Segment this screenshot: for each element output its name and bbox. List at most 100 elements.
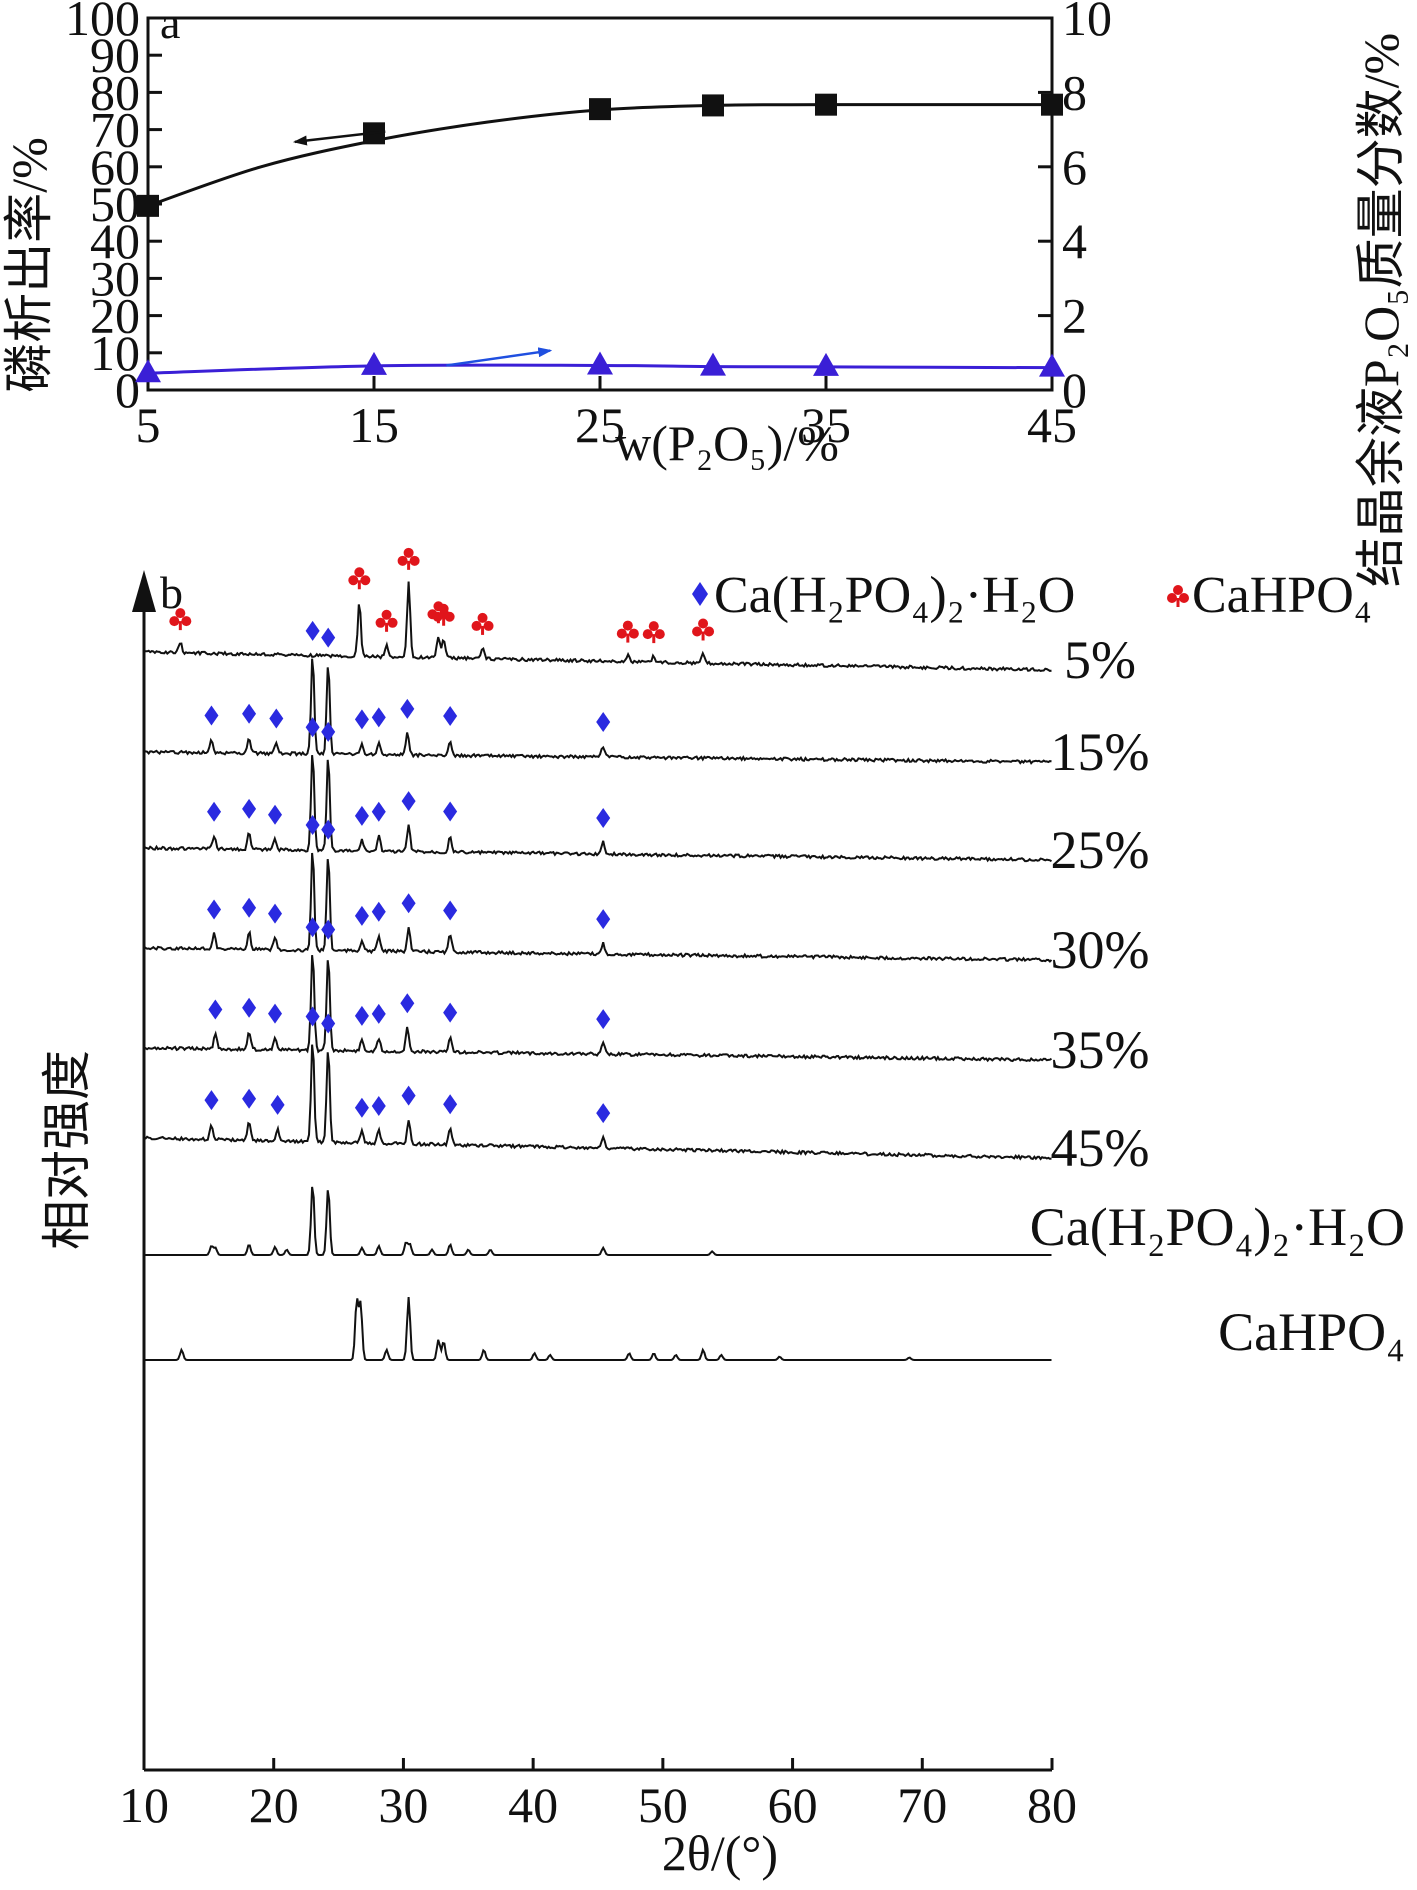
panel-b-y-axis-label: 相对强度: [39, 1050, 95, 1250]
panel-a-x-tick-label: 45: [1027, 397, 1077, 453]
club-stem: [178, 621, 182, 631]
xrd-trace-label: 35%: [1051, 1020, 1150, 1080]
panel-a-left-tick-label: 100: [65, 0, 140, 46]
club-lobe: [354, 567, 365, 578]
panel-b-x-tick-label: 70: [897, 1777, 947, 1833]
residual-p2o5-marker: [1039, 353, 1065, 377]
panel-a-x-tick-label: 35: [801, 397, 851, 453]
panel-a-right-axis-label: 结晶余液P₂O₅质量分数/%: [1353, 33, 1409, 587]
ca-h2po4-peak-diamond-icon: [269, 708, 284, 729]
ca-h2po4-peak-diamond-icon: [208, 999, 223, 1020]
panel-b-xrd-chart: 10 20 30 40 50 60 70 80 5% 15% 25% 30% 35% 45% Ca(H₂P…: [39, 547, 1405, 1881]
xrd-trace-line: [143, 954, 1053, 1063]
club-lobe: [181, 616, 192, 627]
ca-h2po4-peak-diamond-icon: [242, 798, 257, 819]
panel-b-x-tick-label: 80: [1027, 1777, 1077, 1833]
xrd-trace-line: [143, 852, 1053, 963]
club-lobe: [403, 547, 414, 558]
panel-a-right-tick-label: 4: [1062, 213, 1087, 269]
club-lobe: [483, 620, 494, 631]
club-stem: [442, 616, 446, 626]
panel-b-x-tick-label: 30: [378, 1777, 428, 1833]
ca-h2po4-peak-diamond-icon: [305, 815, 320, 836]
club-lobe: [387, 617, 398, 628]
panel-a-series: [135, 93, 1065, 383]
ca-h2po4-peak-diamond-icon: [443, 801, 458, 822]
phosphorus-yield-line: [147, 103, 1053, 208]
phosphorus-yield-marker: [1041, 93, 1063, 116]
club-lobe: [360, 575, 371, 586]
ca-h2po4-peak-diamond-icon: [371, 707, 386, 728]
ca-h2po4-peak-diamond-icon: [321, 1013, 336, 1034]
ca-h2po4-peak-diamond-icon: [443, 705, 458, 726]
xrd-trace-line: [143, 658, 1052, 765]
xrd-trace-group: Ca(H₂PO₄)₂·H₂O: [144, 1186, 1405, 1257]
left-axis-arrow: [292, 130, 386, 146]
ca-h2po4-peak-diamond-icon: [354, 805, 369, 826]
club-lobe: [698, 618, 709, 629]
panel-b-label: b: [160, 567, 183, 618]
xrd-trace-label: 45%: [1051, 1118, 1150, 1178]
xrd-trace-line: [144, 1186, 1052, 1257]
xrd-trace-line: [143, 1044, 1052, 1161]
panel-b-x-tick-label: 50: [638, 1777, 688, 1833]
club-lobe: [381, 609, 392, 620]
club-lobe: [471, 620, 482, 631]
xrd-trace-label: 30%: [1051, 920, 1150, 980]
club-lobe: [648, 621, 659, 632]
panel-a-left-tick-label: 20: [90, 288, 140, 344]
ca-h2po4-peak-diamond-icon: [443, 1002, 458, 1023]
club-stem: [407, 560, 411, 570]
phosphorus-yield-marker: [702, 94, 724, 117]
xrd-trace-group: 25%: [143, 717, 1150, 880]
ca-h2po4-peak-diamond-icon: [268, 804, 283, 825]
ca-h2po4-peak-diamond-icon: [242, 997, 257, 1018]
panel-a-x-tick-label: 15: [349, 397, 399, 453]
ca-h2po4-peak-diamond-icon: [268, 903, 283, 924]
xrd-trace-label: 5%: [1064, 630, 1136, 690]
panel-b-legend: Ca(H₂PO₄)₂·H₂O CaHPO₄: [692, 567, 1372, 624]
panel-b-y-axis-arrow-icon: [132, 570, 156, 612]
ca-h2po4-peak-diamond-icon: [400, 698, 415, 719]
cahpo4-peak-club-icon: [692, 618, 715, 641]
panel-a-label: a: [160, 0, 180, 48]
legend-label-cahpo4: CaHPO₄: [1192, 567, 1372, 624]
panel-a-left-tick-label: 60: [90, 139, 140, 195]
phosphorus-yield-marker: [589, 98, 611, 121]
club-lobe: [704, 626, 715, 637]
panel-a-right-tick-label: 6: [1062, 139, 1087, 195]
panel-a-right-tick-label: 0: [1062, 362, 1087, 418]
residual-p2o5-marker: [587, 351, 613, 375]
cahpo4-peak-club-icon: [642, 621, 665, 644]
ca-h2po4-peak-diamond-icon: [204, 1090, 219, 1111]
ca-h2po4-peak-diamond-icon: [321, 627, 336, 648]
ca-h2po4-peak-diamond-icon: [354, 1005, 369, 1026]
club-lobe: [432, 611, 443, 622]
panel-a-left-tick-label: 50: [90, 176, 140, 232]
cahpo4-peak-club-icon: [348, 567, 371, 590]
xrd-trace-label: 15%: [1051, 722, 1150, 782]
xrd-trace-label: 25%: [1051, 820, 1150, 880]
ca-h2po4-peak-diamond-icon: [305, 1006, 320, 1027]
xrd-trace-group: CaHPO₄: [144, 1297, 1405, 1362]
club-lobe: [348, 575, 359, 586]
ca-h2po4-peak-diamond-icon: [596, 1009, 611, 1030]
panel-a-left-tick-label: 80: [90, 64, 140, 120]
ca-h2po4-peak-diamond-icon: [371, 801, 386, 822]
club-lobe: [375, 617, 386, 628]
panel-b-axes: 10 20 30 40 50 60 70 80: [119, 570, 1077, 1833]
panel-a-left-axis-label: 磷析出率/%: [1, 137, 57, 393]
ca-h2po4-peak-diamond-icon: [596, 807, 611, 828]
ca-h2po4-peak-diamond-icon: [242, 1088, 257, 1109]
panel-b-series: 5% 15% 25% 30% 35% 45% Ca(H₂PO₄)₂·H₂O CaHPO₄: [143, 547, 1405, 1362]
ca-h2po4-peak-diamond-icon: [401, 893, 416, 914]
panel-a-right-tick-label: 8: [1062, 64, 1087, 120]
residual-p2o5-line: [147, 363, 1053, 375]
phosphorus-yield-marker: [815, 93, 837, 116]
residual-p2o5-marker: [700, 352, 726, 376]
club-lobe: [642, 629, 653, 640]
club-lobe: [169, 616, 180, 627]
